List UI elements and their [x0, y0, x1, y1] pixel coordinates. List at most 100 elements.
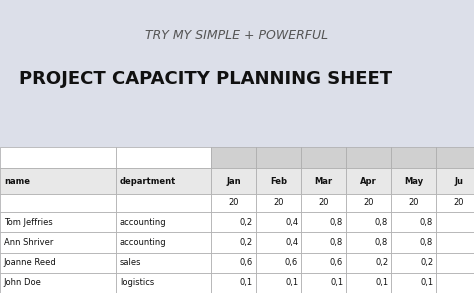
Text: 0,2: 0,2 [240, 238, 253, 247]
Bar [256, 232, 301, 253]
Bar [0, 232, 116, 253]
Bar [116, 194, 211, 212]
Text: logistics: logistics [120, 278, 154, 287]
Text: 0,8: 0,8 [420, 238, 433, 247]
Bar [256, 168, 301, 194]
Text: accounting: accounting [120, 238, 166, 247]
Bar [391, 232, 436, 253]
Bar [0, 168, 116, 194]
Bar [436, 212, 474, 232]
Text: 0,1: 0,1 [420, 278, 433, 287]
Bar [0, 194, 116, 212]
Text: 0,2: 0,2 [375, 258, 388, 267]
Text: 20: 20 [408, 198, 419, 207]
Text: 0,8: 0,8 [330, 218, 343, 227]
Text: 0,4: 0,4 [285, 238, 298, 247]
Bar [346, 253, 391, 273]
Bar [301, 273, 346, 293]
Bar [436, 253, 474, 273]
Bar [256, 146, 301, 168]
Bar [211, 194, 256, 212]
Bar [116, 168, 211, 194]
Text: 20: 20 [228, 198, 239, 207]
Bar [211, 168, 256, 194]
Bar [436, 146, 474, 168]
Text: TRY MY SIMPLE + POWERFUL: TRY MY SIMPLE + POWERFUL [146, 29, 328, 42]
Text: May: May [404, 176, 423, 185]
Text: accounting: accounting [120, 218, 166, 227]
Bar [0, 253, 116, 273]
Bar [116, 212, 211, 232]
Bar [346, 273, 391, 293]
Bar [301, 168, 346, 194]
Bar [116, 253, 211, 273]
Bar [301, 253, 346, 273]
Text: 0,2: 0,2 [420, 258, 433, 267]
Text: 0,1: 0,1 [330, 278, 343, 287]
Bar [301, 194, 346, 212]
Bar [346, 194, 391, 212]
Bar [391, 212, 436, 232]
Bar [116, 273, 211, 293]
Text: 0,8: 0,8 [375, 238, 388, 247]
Text: 0,6: 0,6 [330, 258, 343, 267]
Bar [436, 194, 474, 212]
Bar [391, 168, 436, 194]
Bar [256, 212, 301, 232]
Bar [346, 168, 391, 194]
Text: 0,6: 0,6 [285, 258, 298, 267]
Text: Apr: Apr [360, 176, 377, 185]
Bar [436, 168, 474, 194]
Text: 20: 20 [273, 198, 284, 207]
Bar [391, 273, 436, 293]
Bar [436, 273, 474, 293]
Text: 0,2: 0,2 [240, 218, 253, 227]
Text: 0,8: 0,8 [375, 218, 388, 227]
Bar [211, 253, 256, 273]
Bar [0, 146, 116, 168]
Bar [211, 232, 256, 253]
Bar [301, 232, 346, 253]
Text: PROJECT CAPACITY PLANNING SHEET: PROJECT CAPACITY PLANNING SHEET [19, 70, 392, 88]
Bar [391, 253, 436, 273]
Text: name: name [4, 176, 30, 185]
Text: 0,1: 0,1 [240, 278, 253, 287]
Bar [256, 194, 301, 212]
Bar [211, 273, 256, 293]
Bar [116, 232, 211, 253]
Text: 20: 20 [363, 198, 374, 207]
Text: Joanne Reed: Joanne Reed [4, 258, 56, 267]
Bar [301, 212, 346, 232]
Bar [346, 212, 391, 232]
Text: 0,4: 0,4 [285, 218, 298, 227]
Text: sales: sales [120, 258, 141, 267]
Bar [346, 232, 391, 253]
Text: 0,8: 0,8 [330, 238, 343, 247]
Text: department: department [120, 176, 176, 185]
Text: 0,6: 0,6 [240, 258, 253, 267]
Text: 20: 20 [453, 198, 464, 207]
Bar [0, 212, 116, 232]
Text: Ju: Ju [454, 176, 463, 185]
Bar [256, 253, 301, 273]
Bar [211, 146, 256, 168]
Bar [116, 146, 211, 168]
Text: Tom Jeffries: Tom Jeffries [4, 218, 53, 227]
Text: Jan: Jan [226, 176, 241, 185]
Bar [0, 273, 116, 293]
Text: 0,1: 0,1 [285, 278, 298, 287]
Bar [211, 212, 256, 232]
Bar [346, 146, 391, 168]
Bar [256, 273, 301, 293]
Text: Feb: Feb [270, 176, 287, 185]
Bar [391, 194, 436, 212]
Text: Mar: Mar [314, 176, 333, 185]
Text: John Doe: John Doe [4, 278, 42, 287]
Text: 20: 20 [318, 198, 329, 207]
Text: 0,1: 0,1 [375, 278, 388, 287]
Text: Ann Shriver: Ann Shriver [4, 238, 53, 247]
Bar [301, 146, 346, 168]
Text: 0,8: 0,8 [420, 218, 433, 227]
Bar [391, 146, 436, 168]
Bar [436, 232, 474, 253]
